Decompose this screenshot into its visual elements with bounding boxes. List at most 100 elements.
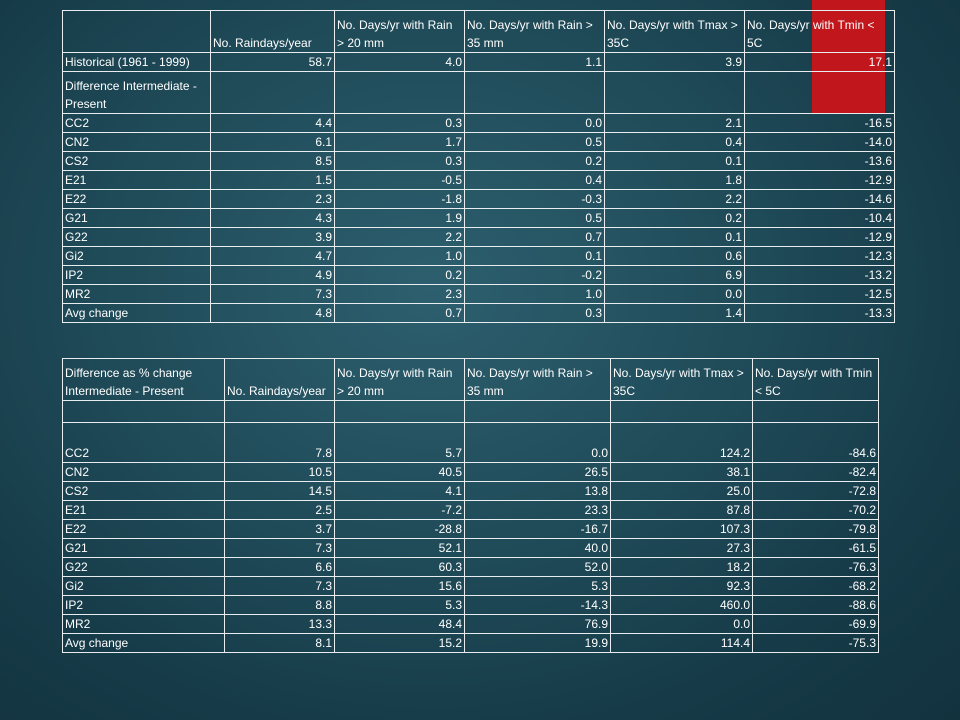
table-cell: 87.8 bbox=[610, 500, 753, 520]
table-cell: 1.9 bbox=[334, 208, 465, 228]
table-row: G22 6.6 60.3 52.0 18.2 -76.3 bbox=[62, 557, 879, 577]
table-cell: 1.0 bbox=[334, 246, 465, 266]
table-cell: 60.3 bbox=[334, 557, 465, 577]
table-row: CN2 6.1 1.7 0.5 0.4 -14.0 bbox=[62, 132, 895, 152]
table-cell: -13.6 bbox=[744, 151, 895, 171]
row-label: Gi2 bbox=[62, 576, 225, 596]
row-label: CS2 bbox=[62, 481, 225, 501]
table-cell: 23.3 bbox=[464, 500, 611, 520]
table-cell: 3.9 bbox=[604, 52, 745, 72]
column-header: No. Days/yr with Rain > 20 mm bbox=[334, 358, 465, 401]
table-header-row: Difference as % change Intermediate - Pr… bbox=[62, 358, 879, 401]
table-row: CS2 8.5 0.3 0.2 0.1 -13.6 bbox=[62, 151, 895, 171]
table-cell: -0.2 bbox=[464, 265, 605, 285]
empty-cell bbox=[604, 71, 745, 114]
table-cell: 1.1 bbox=[464, 52, 605, 72]
table-cell: -0.5 bbox=[334, 170, 465, 190]
table-cell: 13.8 bbox=[464, 481, 611, 501]
row-label: MR2 bbox=[62, 284, 211, 304]
table-cell: 0.3 bbox=[334, 113, 465, 133]
row-label: IP2 bbox=[62, 265, 211, 285]
table-cell: 0.7 bbox=[464, 227, 605, 247]
empty-cell bbox=[334, 71, 465, 114]
table-row: Gi2 7.3 15.6 5.3 92.3 -68.2 bbox=[62, 576, 879, 596]
table-cell: -76.3 bbox=[752, 557, 879, 577]
section-label: Difference as % change Intermediate - Pr… bbox=[62, 358, 225, 401]
table-cell: -0.3 bbox=[464, 189, 605, 209]
corner-cell bbox=[62, 10, 211, 53]
table-row: Gi2 4.7 1.0 0.1 0.6 -12.3 bbox=[62, 246, 895, 266]
empty-cell bbox=[224, 400, 335, 423]
table-cell: 4.7 bbox=[210, 246, 335, 266]
table-cell: 0.4 bbox=[464, 170, 605, 190]
table-cell: 26.5 bbox=[464, 462, 611, 482]
row-label: G22 bbox=[62, 557, 225, 577]
table-cell: -16.7 bbox=[464, 519, 611, 539]
table-cell: 2.1 bbox=[604, 113, 745, 133]
table-cell: -82.4 bbox=[752, 462, 879, 482]
table-cell: -84.6 bbox=[752, 422, 879, 463]
column-header: No. Days/yr with Tmin < 5C bbox=[752, 358, 879, 401]
column-header: No. Raindays/year bbox=[224, 358, 335, 401]
row-label: CC2 bbox=[62, 422, 225, 463]
table-cell: 0.5 bbox=[464, 208, 605, 228]
row-label: IP2 bbox=[62, 595, 225, 615]
table-cell: 40.0 bbox=[464, 538, 611, 558]
table-cell: 107.3 bbox=[610, 519, 753, 539]
table-cell: 0.2 bbox=[604, 208, 745, 228]
table-cell: -69.9 bbox=[752, 614, 879, 634]
table-row: E22 3.7 -28.8 -16.7 107.3 -79.8 bbox=[62, 519, 879, 539]
empty-cell bbox=[464, 71, 605, 114]
table-cell: 0.5 bbox=[464, 132, 605, 152]
table-row: CC2 4.4 0.3 0.0 2.1 -16.5 bbox=[62, 113, 895, 133]
table-row: Avg change 8.1 15.2 19.9 114.4 -75.3 bbox=[62, 633, 879, 653]
table-cell: -28.8 bbox=[334, 519, 465, 539]
table-row: E21 2.5 -7.2 23.3 87.8 -70.2 bbox=[62, 500, 879, 520]
table-cell: 2.3 bbox=[334, 284, 465, 304]
table-cell: 48.4 bbox=[334, 614, 465, 634]
table-row: Avg change 4.8 0.7 0.3 1.4 -13.3 bbox=[62, 303, 895, 323]
table-cell: 1.7 bbox=[334, 132, 465, 152]
table-row: IP2 8.8 5.3 -14.3 460.0 -88.6 bbox=[62, 595, 879, 615]
table-cell: 5.7 bbox=[334, 422, 465, 463]
table-cell: -61.5 bbox=[752, 538, 879, 558]
column-header: No. Days/yr with Tmin < 5C bbox=[744, 10, 895, 53]
table-cell: -14.0 bbox=[744, 132, 895, 152]
table-cell: -12.5 bbox=[744, 284, 895, 304]
table-cell: 460.0 bbox=[610, 595, 753, 615]
table-cell: 0.1 bbox=[464, 246, 605, 266]
table-cell: 3.9 bbox=[210, 227, 335, 247]
table-cell: 0.6 bbox=[604, 246, 745, 266]
row-label: G21 bbox=[62, 538, 225, 558]
table-cell: -16.5 bbox=[744, 113, 895, 133]
table-cell: 2.2 bbox=[334, 227, 465, 247]
table-cell: -12.9 bbox=[744, 227, 895, 247]
table-cell: 5.3 bbox=[334, 595, 465, 615]
table-cell: 1.4 bbox=[604, 303, 745, 323]
column-header: No. Days/yr with Rain > 35 mm bbox=[464, 358, 611, 401]
row-label: E21 bbox=[62, 170, 211, 190]
table-row: MR2 13.3 48.4 76.9 0.0 -69.9 bbox=[62, 614, 879, 634]
column-header: No. Raindays/year bbox=[210, 10, 335, 53]
row-label: G21 bbox=[62, 208, 211, 228]
table-row: G21 7.3 52.1 40.0 27.3 -61.5 bbox=[62, 538, 879, 558]
row-label: CS2 bbox=[62, 151, 211, 171]
table-cell: 15.2 bbox=[334, 633, 465, 653]
row-label: E22 bbox=[62, 189, 211, 209]
table-cell: 0.3 bbox=[334, 151, 465, 171]
row-label: E21 bbox=[62, 500, 225, 520]
table-cell: 4.1 bbox=[334, 481, 465, 501]
table-cell: 6.9 bbox=[604, 265, 745, 285]
table-row: E22 2.3 -1.8 -0.3 2.2 -14.6 bbox=[62, 189, 895, 209]
table-cell: 40.5 bbox=[334, 462, 465, 482]
table-cell: -14.3 bbox=[464, 595, 611, 615]
table-cell: 4.0 bbox=[334, 52, 465, 72]
table-cell: 18.2 bbox=[610, 557, 753, 577]
row-label: E22 bbox=[62, 519, 225, 539]
table-header-row: No. Raindays/year No. Days/yr with Rain >… bbox=[62, 10, 895, 53]
table-cell: -12.9 bbox=[744, 170, 895, 190]
table-cell: 4.4 bbox=[210, 113, 335, 133]
table-cell: 0.3 bbox=[464, 303, 605, 323]
table-cell: 0.1 bbox=[604, 151, 745, 171]
table-cell: 4.8 bbox=[210, 303, 335, 323]
